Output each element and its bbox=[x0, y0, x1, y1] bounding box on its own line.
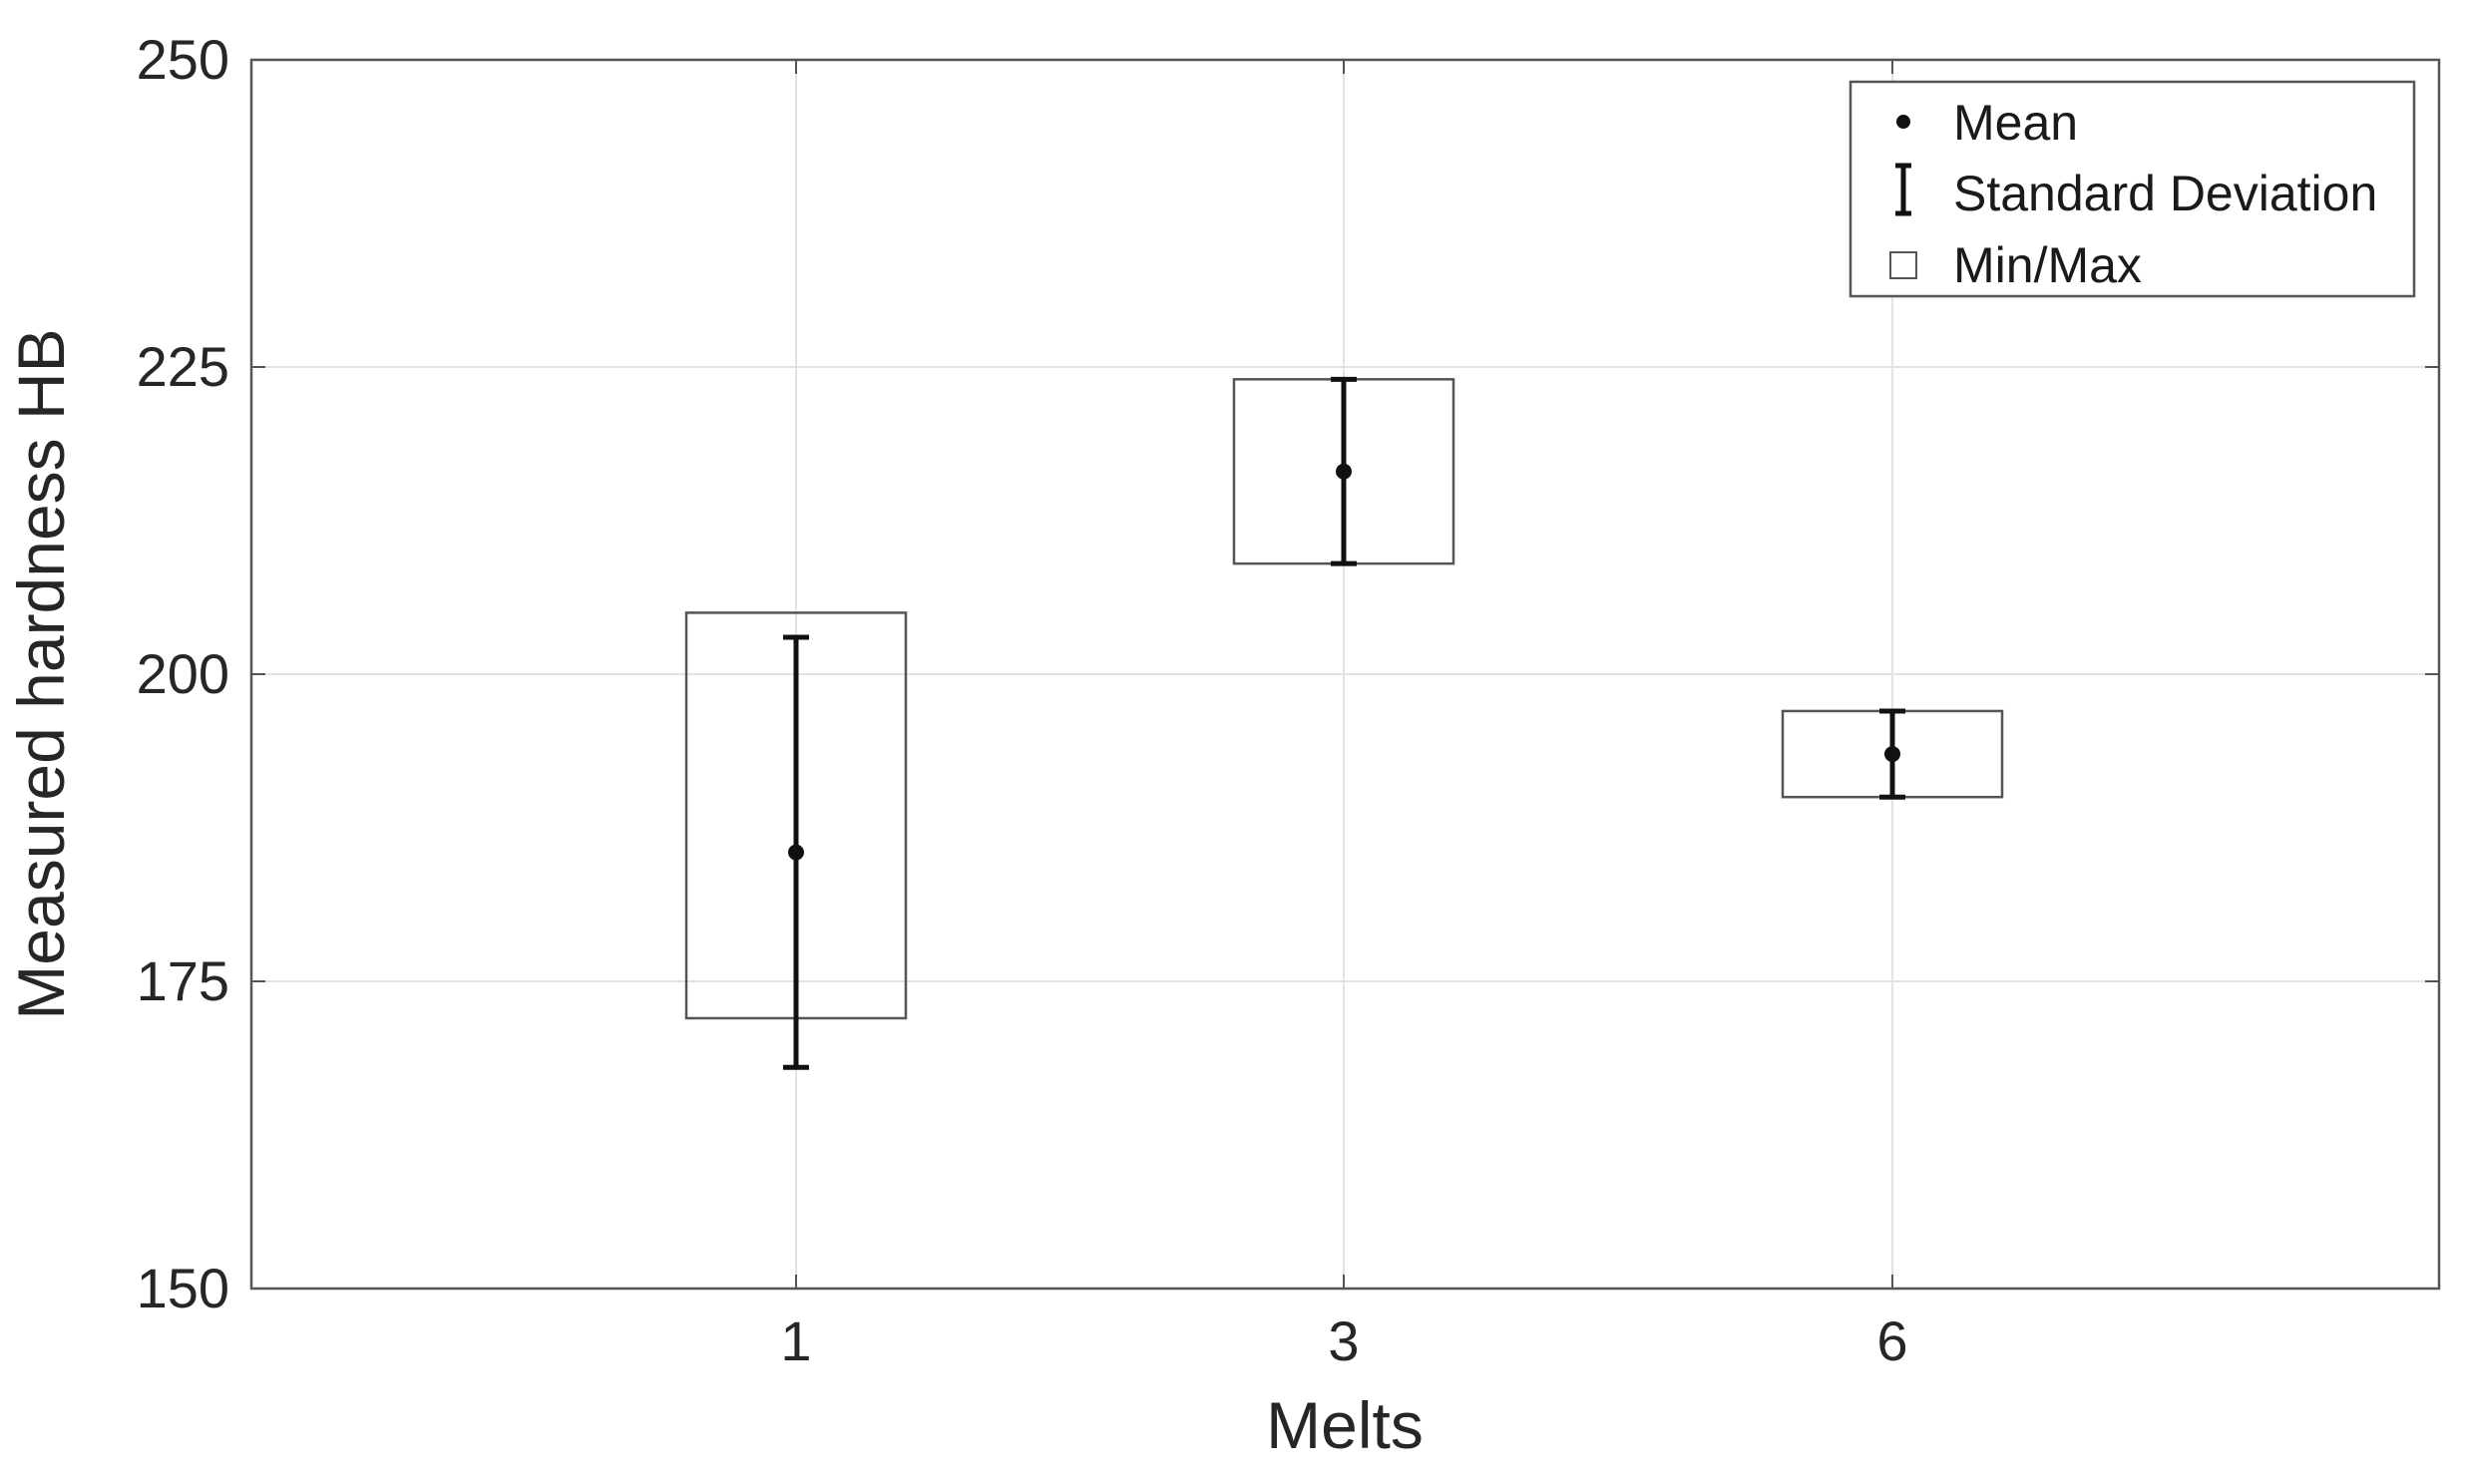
y-axis: 150 175 200 225 250 bbox=[137, 28, 2439, 1319]
data-group-melt-1 bbox=[684, 611, 908, 1070]
x-axis-label: Melts bbox=[1266, 1388, 1424, 1462]
data-marks bbox=[684, 376, 2004, 1070]
x-tick-label: 6 bbox=[1876, 1309, 1907, 1372]
mean-point bbox=[788, 844, 804, 861]
x-axis: 1 3 6 bbox=[780, 60, 1908, 1372]
mean-point bbox=[1336, 463, 1352, 480]
legend-box bbox=[1849, 80, 2416, 298]
data-group-melt-6 bbox=[1781, 708, 2004, 800]
legend-item-min-max: Min/Max bbox=[1953, 237, 2142, 293]
legend: Mean Standard Deviation Min/Max bbox=[1849, 80, 2416, 298]
legend-square-icon bbox=[1889, 251, 1917, 279]
x-tick-label: 3 bbox=[1328, 1309, 1359, 1372]
data-group-melt-3 bbox=[1232, 376, 1455, 566]
legend-errorbar-icon bbox=[1895, 163, 1911, 216]
legend-mean-dot-icon bbox=[1896, 115, 1910, 129]
y-tick-label: 225 bbox=[137, 335, 229, 398]
y-tick-label: 150 bbox=[137, 1257, 229, 1319]
legend-item-standard-deviation: Standard Deviation bbox=[1953, 166, 2377, 221]
y-tick-label: 250 bbox=[137, 28, 229, 91]
mean-point bbox=[1884, 746, 1900, 763]
y-tick-label: 175 bbox=[137, 949, 229, 1012]
y-axis-label: Measured hardness HB bbox=[4, 328, 78, 1019]
y-tick-label: 200 bbox=[137, 642, 229, 705]
x-tick-label: 1 bbox=[780, 1309, 811, 1372]
legend-item-mean: Mean bbox=[1953, 95, 2078, 151]
